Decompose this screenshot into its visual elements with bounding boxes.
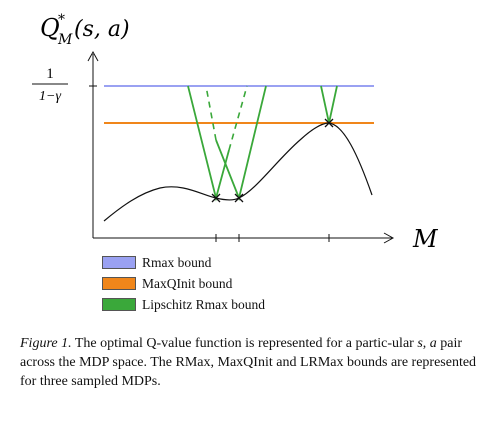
caption-lead: Figure 1. <box>20 336 72 351</box>
caption-math-s: s <box>417 336 423 351</box>
figure-plot: Q * M (s, a) 1 1−γ M <box>32 12 439 253</box>
legend: Rmax bound MaxQInit bound Lipschitz Rmax… <box>102 252 265 315</box>
legend-label-lipschitz: Lipschitz Rmax bound <box>142 296 265 312</box>
lipschitz-dashed-1 <box>228 85 248 151</box>
caption-comma: , <box>422 336 427 351</box>
figure-caption: Figure 1. The optimal Q-value function i… <box>20 334 488 391</box>
legend-item-lipschitz: Lipschitz Rmax bound <box>102 294 265 315</box>
lipschitz-bound-3 <box>320 85 338 124</box>
sample-markers <box>211 118 334 203</box>
legend-swatch-maxqinit <box>102 277 136 290</box>
sample-marker-3 <box>324 118 334 128</box>
caption-text-2: pair across the MDP space. The RMax, Max… <box>20 336 477 389</box>
caption-text-1: The optimal Q-value function is represen… <box>74 336 414 351</box>
caption-math-a: a <box>429 336 437 351</box>
q-value-curve <box>103 122 373 222</box>
x-axis-label: M <box>412 225 439 253</box>
lipschitz-dashed-2 <box>205 85 217 141</box>
y-tick-denominator: 1−γ <box>39 89 61 104</box>
y-tick-numerator: 1 <box>46 66 54 82</box>
lipschitz-bound-2 <box>215 85 267 201</box>
legend-item-maxqinit: MaxQInit bound <box>102 273 265 294</box>
legend-swatch-lipschitz <box>102 298 136 311</box>
legend-item-rmax: Rmax bound <box>102 252 265 273</box>
y-axis-label: Q <box>40 14 60 42</box>
sample-marker-2 <box>234 193 244 203</box>
y-axis-label-sub: M <box>57 32 73 48</box>
legend-label-rmax: Rmax bound <box>142 254 212 270</box>
y-axis-arrow <box>87 50 99 62</box>
legend-swatch-rmax <box>102 256 136 269</box>
y-axis-label-sup: * <box>58 12 65 28</box>
legend-label-maxqinit: MaxQInit bound <box>142 275 233 291</box>
sample-marker-1 <box>211 193 221 203</box>
y-axis-label-args: (s, a) <box>74 17 130 42</box>
x-axis-arrow <box>383 232 395 244</box>
